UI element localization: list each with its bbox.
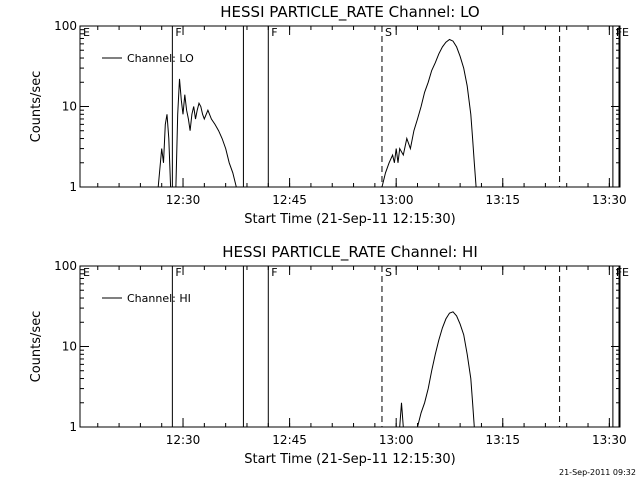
x-tick-label: 13:00 xyxy=(379,433,414,447)
flag-label: E xyxy=(83,266,90,279)
flag-label: E xyxy=(622,26,629,39)
x-tick-label: 13:15 xyxy=(485,193,520,207)
y-tick-label: 10 xyxy=(62,100,77,114)
footer-timestamp: 21-Sep-2011 09:32 xyxy=(559,468,636,477)
series-line xyxy=(175,78,237,187)
x-tick-label: 13:00 xyxy=(379,193,414,207)
x-axis-label: Start Time (21-Sep-11 12:15:30) xyxy=(244,212,455,227)
y-tick-label: 1 xyxy=(69,420,77,434)
series-line xyxy=(417,311,475,427)
chart-title: HESSI PARTICLE_RATE Channel: LO xyxy=(220,3,479,22)
flag-label: E xyxy=(83,26,90,39)
series-line xyxy=(381,38,477,187)
y-tick-label: 100 xyxy=(54,259,77,273)
x-axis-label: Start Time (21-Sep-11 12:15:30) xyxy=(244,452,455,467)
chart-panel-1: HESSI PARTICLE_RATE Channel: HI 1 10 100 12:… xyxy=(29,243,629,467)
y-tick-label: 10 xyxy=(62,340,77,354)
flag-label: F xyxy=(271,26,277,39)
x-tick-label: 13:30 xyxy=(592,193,627,207)
y-tick-label: 1 xyxy=(69,180,77,194)
flag-label: F xyxy=(175,26,181,39)
x-tick-label: 12:45 xyxy=(272,433,307,447)
legend-entry: Channel: HI xyxy=(127,292,191,305)
plot-frame xyxy=(79,265,621,428)
flag-label: S xyxy=(385,26,392,39)
plot-frame xyxy=(79,25,621,188)
x-tick-label: 12:30 xyxy=(166,433,201,447)
y-axis-label: Counts/sec xyxy=(29,311,44,383)
y-tick-label: 100 xyxy=(54,19,77,33)
flag-label: S xyxy=(385,266,392,279)
series-line xyxy=(399,402,404,427)
x-tick-label: 12:30 xyxy=(166,193,201,207)
x-tick-label: 13:30 xyxy=(592,433,627,447)
legend-entry: Channel: LO xyxy=(127,52,194,65)
chart-panel-0: HESSI PARTICLE_RATE Channel: LO 1 10 100 12:… xyxy=(29,3,629,227)
series-line xyxy=(157,114,172,187)
flag-label: F xyxy=(271,266,277,279)
chart-title: HESSI PARTICLE_RATE Channel: HI xyxy=(222,243,478,262)
flag-label: E xyxy=(622,266,629,279)
flag-label: F xyxy=(175,266,181,279)
x-tick-label: 12:45 xyxy=(272,193,307,207)
x-tick-label: 13:15 xyxy=(485,433,520,447)
y-axis-label: Counts/sec xyxy=(29,71,44,143)
